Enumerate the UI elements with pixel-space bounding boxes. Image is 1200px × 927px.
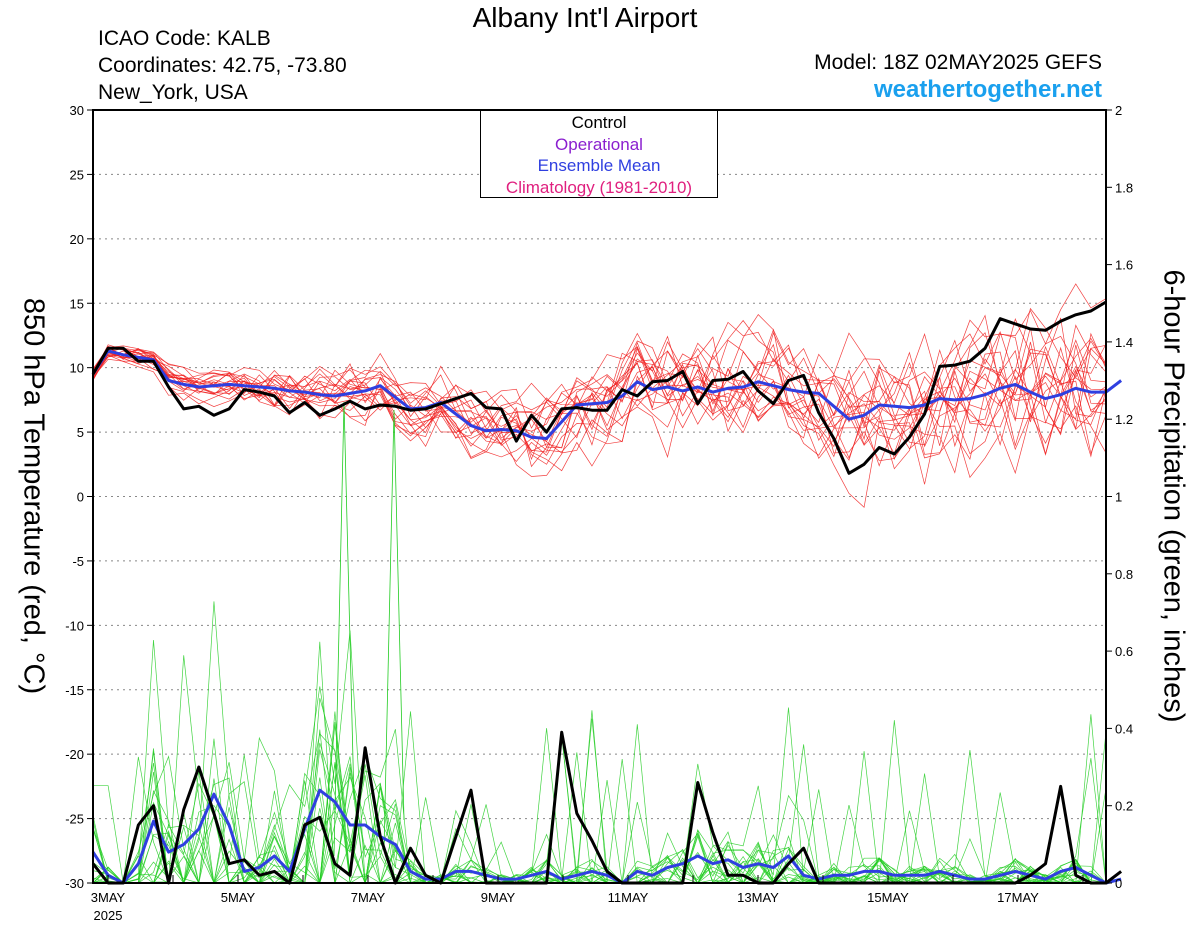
- x-tick-label: 17MAY: [997, 890, 1039, 905]
- temperature-member-line: [92, 335, 1107, 468]
- y-left-tick-label: 0: [77, 490, 84, 505]
- temperature-member-line: [92, 314, 1107, 454]
- precip-member-line: [92, 641, 1106, 884]
- y-left-tick-label: -5: [72, 554, 84, 569]
- y-right-tick-label: 1.8: [1115, 180, 1133, 195]
- x-tick-label: 7MAY: [351, 890, 386, 905]
- location: New_York, USA: [98, 81, 248, 104]
- legend-operational: Operational: [555, 134, 643, 154]
- legend-ensemble-mean: Ensemble Mean: [537, 156, 661, 175]
- y-left-tick-label: -20: [65, 747, 84, 762]
- temperature-member-line: [92, 324, 1107, 458]
- precip-member-spike: [383, 409, 405, 851]
- precip-ensemble-mean-line: [91, 788, 1122, 885]
- y-left-tick-label: 20: [70, 232, 84, 247]
- y-left-tick-label: 15: [70, 296, 84, 311]
- temperature-member-line: [92, 309, 1107, 485]
- legend-control: Control: [571, 113, 627, 132]
- y-right-tick-label: 1.2: [1115, 412, 1133, 427]
- x-tick-label: 3MAY: [91, 890, 126, 905]
- x-tick-label: 15MAY: [867, 890, 909, 905]
- model-run: Model: 18Z 02MAY2025 GEFS: [814, 51, 1102, 74]
- y-right-tick-label: 0.6: [1115, 644, 1133, 659]
- icao-code: ICAO Code: KALB: [98, 27, 271, 50]
- x-year-label: 2025: [94, 908, 123, 923]
- temperature-member-line: [92, 319, 1107, 459]
- precip-member-line: [93, 756, 1106, 884]
- coordinates: Coordinates: 42.75, -73.80: [98, 54, 347, 77]
- temperature-ensemble-mean-line: [91, 349, 1123, 440]
- y-right-tick-label: 0.2: [1115, 799, 1133, 814]
- x-tick-label: 13MAY: [737, 890, 779, 905]
- y-axis-left-label: 850 hPa Temperature (red, °C): [17, 297, 50, 695]
- y-right-tick-label: 0.4: [1115, 721, 1133, 736]
- y-left-tick-label: 10: [70, 361, 84, 376]
- page-title: Albany Int'l Airport: [472, 2, 698, 33]
- precip-member-line: [92, 601, 1106, 884]
- temperature-member-line: [92, 314, 1107, 461]
- y-axis-right-label: 6-hour Precipitation (green, inches): [1157, 269, 1190, 723]
- y-right-tick-label: 1.6: [1115, 258, 1133, 273]
- y-right-tick-label: 1.4: [1115, 335, 1133, 350]
- y-right-tick-label: 0: [1115, 876, 1122, 891]
- x-tick-label: 5MAY: [221, 890, 256, 905]
- y-left-tick-label: -10: [65, 618, 84, 633]
- precip-member-line: [92, 729, 1106, 884]
- y-left-tick-label: 30: [70, 103, 84, 118]
- site-link[interactable]: weathertogether.net: [873, 76, 1102, 103]
- precip-member-line: [92, 750, 1107, 884]
- y-right-tick-label: 1: [1115, 490, 1122, 505]
- y-left-tick-label: -25: [65, 812, 84, 827]
- temperature-control-line: [91, 300, 1107, 475]
- precip-member-spike: [333, 401, 355, 857]
- y-right-tick-label: 2: [1115, 103, 1122, 118]
- precip-member-line: [92, 749, 1107, 885]
- y-left-tick-label: -15: [65, 683, 84, 698]
- legend: Control Operational Ensemble Mean Climat…: [480, 110, 718, 198]
- y-left-tick-label: -30: [65, 876, 84, 891]
- x-tick-label: 11MAY: [608, 890, 649, 905]
- legend-climatology: Climatology (1981-2010): [505, 177, 693, 197]
- y-left-tick-label: 5: [77, 425, 84, 440]
- y-right-tick-label: 0.8: [1115, 567, 1133, 582]
- precip-member-line: [92, 630, 1106, 885]
- x-tick-label: 9MAY: [481, 890, 516, 905]
- precip-member-line: [92, 711, 1107, 885]
- y-left-tick-label: 25: [70, 167, 84, 182]
- precip-member-line: [93, 751, 1107, 884]
